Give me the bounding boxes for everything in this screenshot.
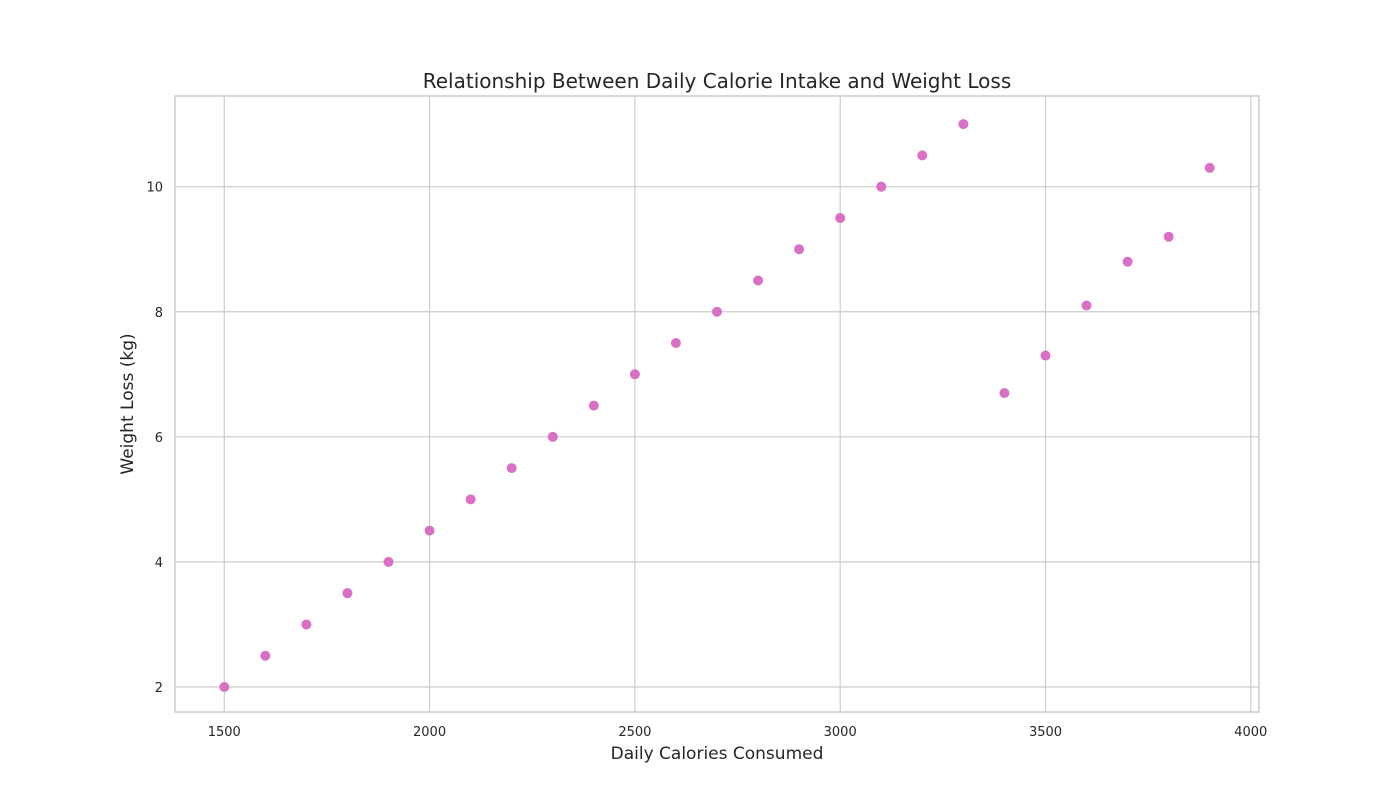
x-tick-label: 4000	[1234, 725, 1267, 740]
y-tick-label: 2	[155, 681, 163, 696]
data-point	[547, 431, 558, 442]
plot-area-frame	[174, 95, 1260, 713]
data-point	[1081, 300, 1092, 311]
x-axis-label: Daily Calories Consumed	[611, 744, 824, 764]
x-tick-label: 1500	[208, 725, 241, 740]
data-point	[670, 338, 681, 349]
data-points	[219, 119, 1215, 692]
data-point	[588, 400, 599, 411]
grid-lines	[175, 96, 1259, 712]
data-point	[835, 212, 846, 223]
y-axis-label: Weight Loss (kg)	[118, 333, 138, 474]
data-point	[342, 588, 353, 599]
data-point	[383, 556, 394, 567]
x-tick-label: 2500	[618, 725, 651, 740]
data-point	[465, 494, 476, 505]
data-point	[1163, 231, 1174, 242]
data-point	[999, 388, 1010, 399]
data-point	[506, 463, 517, 474]
data-point	[1122, 256, 1133, 267]
y-tick-label: 8	[155, 306, 163, 321]
y-tick-label: 4	[155, 556, 163, 571]
data-point	[753, 275, 764, 286]
data-point	[260, 650, 271, 661]
data-point	[712, 306, 722, 317]
data-point	[917, 150, 928, 161]
data-point	[1204, 162, 1215, 173]
x-tick-label: 3000	[824, 725, 857, 740]
y-axis-ticks: 2 4 6 8 10	[146, 181, 163, 696]
data-point	[958, 119, 969, 130]
chart-title: Relationship Between Daily Calorie Intak…	[423, 69, 1012, 93]
data-point	[794, 244, 805, 255]
data-point	[424, 525, 435, 536]
data-point	[219, 681, 230, 692]
data-point	[1040, 350, 1051, 361]
x-tick-label: 3500	[1029, 725, 1062, 740]
data-point	[629, 369, 640, 380]
y-tick-label: 10	[146, 181, 163, 196]
x-tick-label: 2000	[413, 725, 446, 740]
data-point	[876, 181, 887, 192]
data-point	[301, 619, 312, 630]
x-axis-ticks: 1500 2000 2500 3000 3500 4000	[208, 725, 1268, 740]
y-tick-label: 6	[155, 431, 163, 446]
